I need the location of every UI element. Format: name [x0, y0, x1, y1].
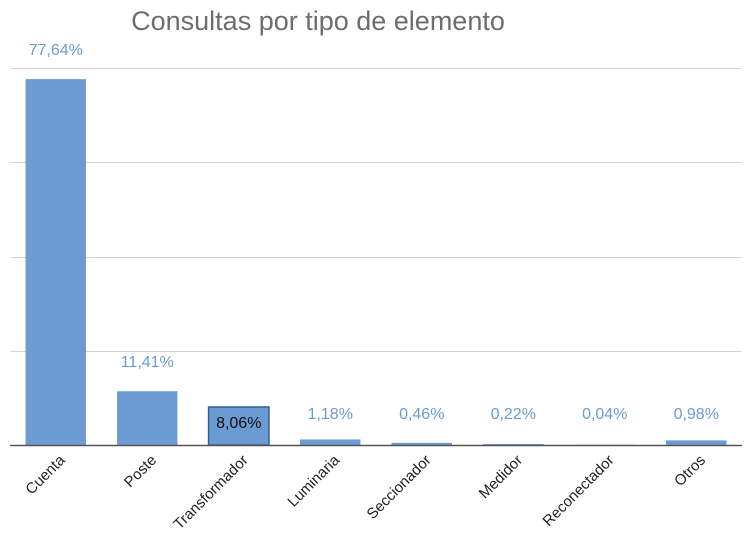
data-label-transformador: 8,06%	[216, 415, 261, 432]
bar-transformador	[207, 406, 270, 446]
bar-medidor	[483, 443, 544, 445]
chart-title: Consultas por tipo de elemento	[131, 6, 505, 36]
data-label-cuenta: 77,64%	[29, 42, 83, 59]
data-label-medidor: 0,22%	[491, 406, 536, 423]
bar-cuenta	[25, 79, 86, 446]
data-labels: 77,64% 11,41% 8,06% 1,18% 0,46% 0,22% 0,04% 0,9…	[29, 42, 719, 432]
grid-lines	[10, 68, 742, 352]
x-tick-label-reconectador: Reconectador	[540, 452, 618, 530]
x-tick-label-transformador: Transformador	[170, 452, 251, 533]
x-tick-label-luminaria: Luminaria	[284, 451, 343, 510]
data-label-luminaria: 1,18%	[308, 406, 353, 423]
bar-luminaria	[300, 439, 361, 445]
data-label-seccionador: 0,46%	[399, 406, 444, 423]
x-tick-label-medidor: Medidor	[476, 452, 526, 502]
bar-seccionador	[391, 442, 452, 445]
bar-otros	[666, 440, 727, 445]
x-tick-label-otros: Otros	[671, 452, 709, 490]
x-tick-label-cuenta: Cuenta	[22, 451, 69, 498]
bars	[25, 79, 727, 446]
data-label-otros: 0,98%	[674, 406, 719, 423]
x-tick-labels: Cuenta Poste Transformador Luminaria Seccion…	[22, 451, 709, 533]
data-label-reconectador: 0,04%	[582, 406, 627, 423]
bar-poste	[117, 391, 178, 445]
data-label-poste: 11,41%	[121, 354, 174, 371]
x-tick-label-seccionador: Seccionador	[364, 452, 435, 523]
x-tick-label-poste: Poste	[121, 452, 160, 491]
